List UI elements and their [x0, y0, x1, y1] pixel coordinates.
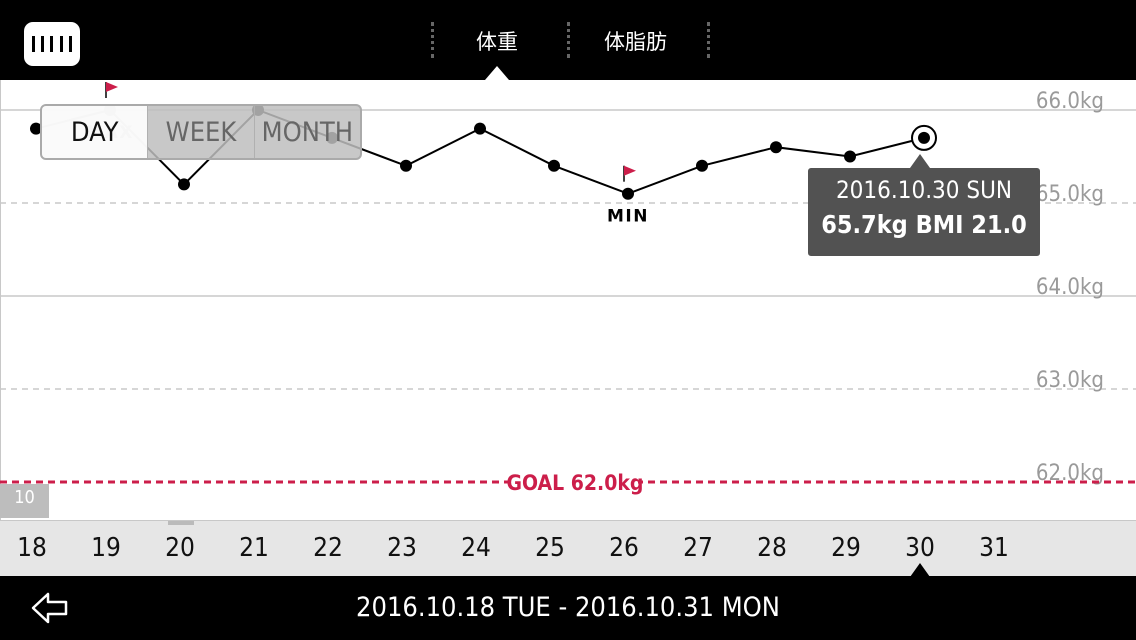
month-label: 10: [0, 484, 49, 518]
x-tick-label[interactable]: 29: [831, 533, 861, 563]
y-tick-label: 63.0kg: [1036, 368, 1104, 393]
tooltip-date: 2016.10.30 SUN: [835, 176, 1013, 204]
x-tick-label[interactable]: 20: [165, 533, 195, 563]
data-point: [30, 122, 42, 135]
data-point: [622, 187, 634, 200]
goal-label-bg: [508, 466, 638, 496]
data-point: [770, 141, 782, 154]
y-tick-label: 66.0kg: [1036, 89, 1104, 114]
y-tick-label: 64.0kg: [1036, 275, 1104, 300]
x-tick-label[interactable]: 19: [91, 533, 121, 563]
x-axis[interactable]: 18 19 20 21 22 23 24 25 26 27 28 29 30 31: [0, 520, 1136, 577]
x-tick-label[interactable]: 30: [905, 533, 935, 563]
back-arrow-icon[interactable]: [30, 590, 70, 626]
data-point: [474, 122, 486, 135]
app-logo-icon[interactable]: [24, 22, 80, 66]
x-tick-label[interactable]: 28: [757, 533, 787, 563]
active-tab-indicator: [485, 66, 509, 80]
tab-separator: [431, 22, 434, 58]
flag-icon: [624, 165, 636, 176]
x-tick-label[interactable]: 27: [683, 533, 713, 563]
y-tick-label: 65.0kg: [1036, 182, 1104, 207]
value-tooltip: 2016.10.30 SUN 65.7kg BMI 21.0: [808, 154, 1040, 256]
tab-body-fat[interactable]: 体脂肪: [604, 30, 667, 54]
tab-separator: [567, 22, 570, 58]
data-point: [696, 159, 708, 172]
period-month-button[interactable]: MONTH: [253, 106, 360, 158]
data-point: [918, 131, 930, 144]
tooltip-value: 65.7kg BMI 21.0: [821, 210, 1027, 239]
x-tick-label[interactable]: 22: [313, 533, 343, 563]
x-tick-label[interactable]: 18: [17, 533, 47, 563]
data-point: [548, 159, 560, 172]
period-selector: DAY WEEK MONTH: [40, 104, 362, 160]
x-tick-label[interactable]: 26: [609, 533, 639, 563]
x-tick-label[interactable]: 24: [461, 533, 491, 563]
goal-label: GOAL 62.0kg: [507, 471, 644, 495]
tooltip-arrow: [910, 154, 930, 168]
tab-separator: [707, 22, 710, 58]
top-bar: 体重 体脂肪: [0, 0, 1136, 80]
x-tick-label[interactable]: 31: [979, 533, 1009, 563]
data-point: [178, 178, 190, 191]
x-tick-label[interactable]: 25: [535, 533, 565, 563]
tab-weight[interactable]: 体重: [476, 30, 518, 54]
date-range: 2016.10.18 TUE - 2016.10.31 MON: [356, 592, 780, 623]
period-week-button[interactable]: WEEK: [147, 106, 253, 158]
period-day-button[interactable]: DAY: [42, 106, 148, 158]
selected-day-indicator: [910, 563, 930, 577]
annotation-label: MIN: [607, 207, 649, 227]
bottom-bar: 2016.10.18 TUE - 2016.10.31 MON: [0, 576, 1136, 640]
x-tick-label[interactable]: 21: [239, 533, 269, 563]
data-point: [400, 159, 412, 172]
data-point: [844, 150, 856, 163]
flag-icon: [106, 82, 118, 92]
scroll-indicator: [168, 521, 194, 525]
x-tick-label[interactable]: 23: [387, 533, 417, 563]
